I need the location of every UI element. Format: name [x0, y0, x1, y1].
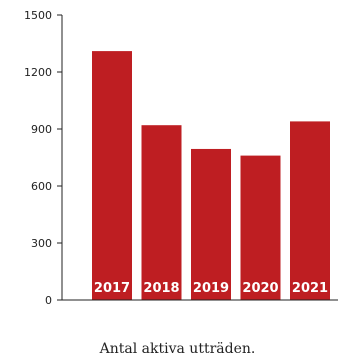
bar-label-2017: 2017 — [94, 281, 130, 296]
bar-2019 — [191, 148, 231, 300]
y-tick-label: 0 — [45, 294, 52, 307]
chart-caption: Antal aktiva utträden. — [99, 341, 256, 357]
bar-label-2019: 2019 — [193, 281, 229, 296]
bar-2021 — [290, 121, 330, 301]
y-tick-label: 1500 — [24, 9, 52, 22]
bar-2018 — [141, 125, 182, 300]
bar-label-2018: 2018 — [143, 281, 179, 296]
y-tick-label: 900 — [31, 123, 52, 136]
bar-2020 — [240, 155, 281, 300]
y-tick-label: 1200 — [24, 66, 52, 79]
y-axis: 0 300 600 900 1200 1500 — [24, 9, 63, 307]
y-tick-label: 600 — [31, 180, 52, 193]
bar-label-2021: 2021 — [292, 281, 328, 296]
bar-label-2020: 2020 — [242, 281, 278, 296]
bars: 2017 2018 2019 2020 2021 — [92, 51, 330, 301]
y-tick-label: 300 — [31, 237, 52, 250]
bar-2017 — [92, 51, 132, 300]
